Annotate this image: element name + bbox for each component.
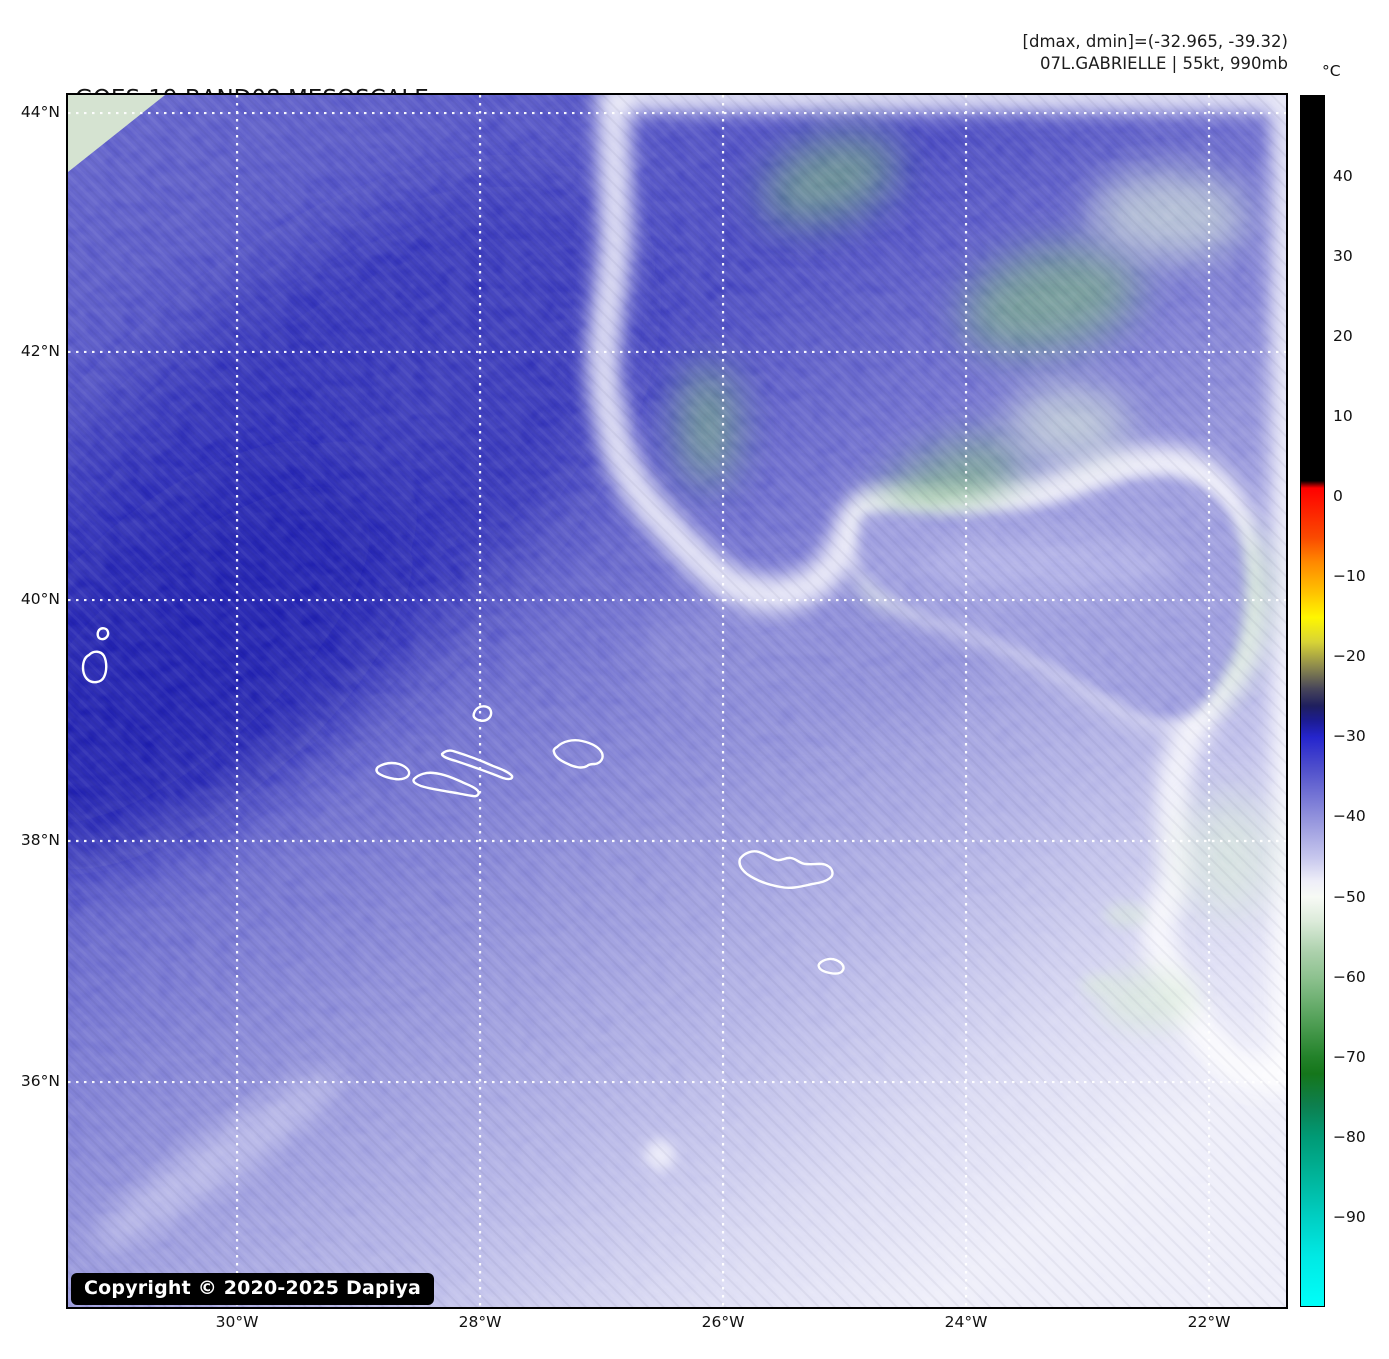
lat-tick-label: 42°N <box>20 341 60 360</box>
lat-tick-label: 40°N <box>20 590 60 609</box>
colorbar-tick-label: −30 <box>1333 727 1366 746</box>
copyright-badge: Copyright © 2020-2025 Dapiya <box>71 1273 435 1305</box>
colorbar-tick-label: −60 <box>1333 967 1366 986</box>
colorbar-tick-label: −10 <box>1333 567 1366 586</box>
lat-tick-label: 44°N <box>20 103 60 122</box>
graticule <box>68 95 1286 1307</box>
colorbar-tick-label: −70 <box>1333 1047 1366 1066</box>
lat-tick-label: 38°N <box>20 830 60 849</box>
satellite-map: Copyright © 2020-2025 Dapiya <box>66 93 1288 1309</box>
colorbar-tick-label: −40 <box>1333 807 1366 826</box>
island-sao-jorge <box>440 749 514 781</box>
colorbar-tick-label: 40 <box>1333 166 1353 185</box>
lat-tick-label: 36°N <box>20 1072 60 1091</box>
colorbar-tick-label: 30 <box>1333 246 1353 265</box>
island-terceira <box>552 739 604 769</box>
no-data-corner <box>68 95 165 172</box>
island-sao-miguel <box>738 850 834 890</box>
colorbar-tick-label: 0 <box>1333 487 1343 506</box>
colorbar <box>1300 95 1325 1307</box>
satellite-imagery <box>68 95 1286 1307</box>
island-pico <box>412 771 480 798</box>
island-corvo <box>96 627 110 641</box>
hatch-texture <box>68 95 1286 1307</box>
lon-tick-label: 22°W <box>1187 1313 1231 1331</box>
annotation-block: [dmax, dmin]=(-32.965, -39.32) 07L.GABRI… <box>1023 31 1288 75</box>
island-flores <box>81 650 108 684</box>
colorbar-tick-label: −20 <box>1333 647 1366 666</box>
colorbar-unit-label: °C <box>1322 62 1341 80</box>
island-coastlines <box>81 627 845 975</box>
lon-tick-label: 26°W <box>701 1313 745 1331</box>
lon-tick-label: 24°W <box>944 1313 988 1331</box>
dmax-dmin-annotation: [dmax, dmin]=(-32.965, -39.32) <box>1022 32 1288 51</box>
island-faial <box>375 761 411 781</box>
island-santa-maria <box>817 957 845 975</box>
colorbar-tick-label: −50 <box>1333 887 1366 906</box>
colorbar-tick-label: 20 <box>1333 326 1353 345</box>
lon-tick-label: 28°W <box>458 1313 502 1331</box>
colorbar-gradient <box>1301 96 1324 1306</box>
colorbar-tick-label: −90 <box>1333 1207 1366 1226</box>
island-graciosa <box>472 705 493 722</box>
colorbar-tick-label: −80 <box>1333 1127 1366 1146</box>
storm-annotation: 07L.GABRIELLE | 55kt, 990mb <box>1040 54 1288 73</box>
colorbar-tick-label: 10 <box>1333 407 1353 426</box>
lon-tick-label: 30°W <box>215 1313 259 1331</box>
